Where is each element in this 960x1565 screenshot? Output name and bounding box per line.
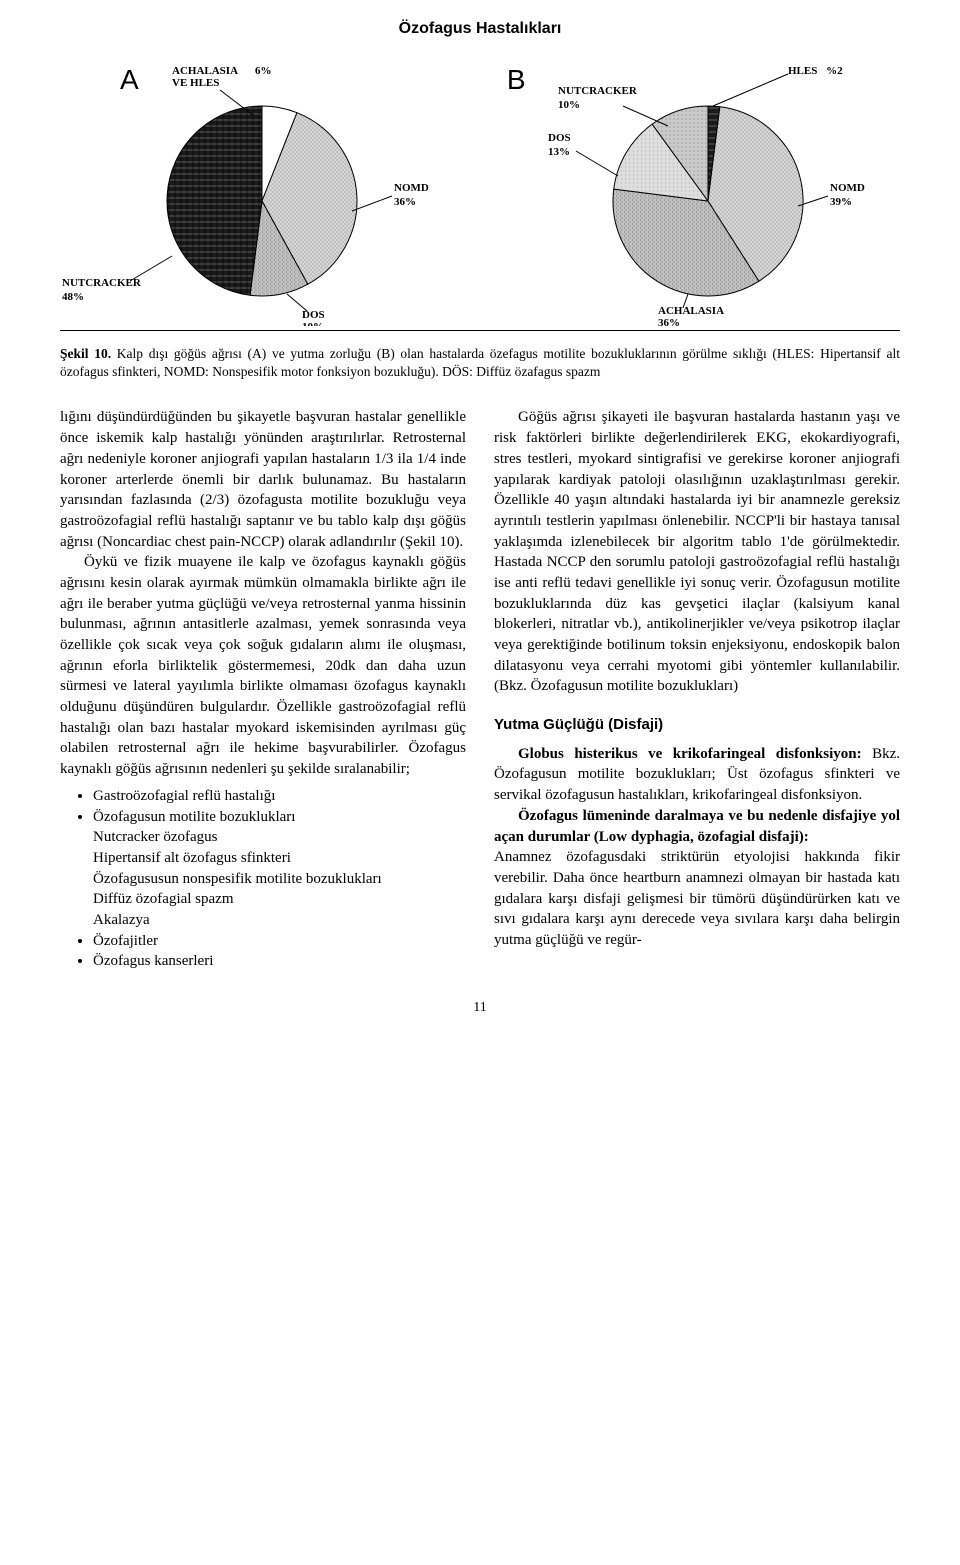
label-nomd-a: NOMD — [394, 182, 429, 194]
leader-nutcracker-b — [623, 106, 668, 126]
pie-chart-b-svg: HLES %2 NOMD 39% ACHALASIA 36% DOS 13% N… — [498, 56, 898, 326]
page-number: 11 — [60, 1000, 900, 1016]
label-dos-b: DOS — [548, 132, 571, 144]
body-p5: Özofagus lümeninde daralmaya ve bu neden… — [494, 806, 900, 951]
label-dos-pct-b: 13% — [548, 146, 570, 158]
figure-charts-row: A — [60, 56, 900, 331]
label-achalasia-b: ACHALASIA — [658, 305, 724, 317]
pie-chart-b: B — [497, 56, 900, 326]
bullet-item: Akalazya — [93, 910, 466, 931]
p5-body: Anamnez özofagusdaki striktürün etyoloji… — [494, 849, 900, 948]
label-achalasia-pct-a: 6% — [255, 65, 272, 77]
figure-10: A — [60, 56, 900, 381]
body-columns: lığını düşündürdüğünden bu şikayetle baş… — [60, 407, 900, 972]
leader-hles-b — [713, 74, 788, 106]
label-dos-pct-a: 10% — [302, 321, 324, 326]
leader-dos-b — [576, 151, 618, 176]
label-achalasia-pct-b: 36% — [658, 317, 680, 326]
body-p4: Globus histerikus ve krikofaringeal disf… — [494, 744, 900, 806]
body-p1: lığını düşündürdüğünden bu şikayetle baş… — [60, 407, 466, 552]
bullet-item: Nutcracker özofagus — [93, 827, 466, 848]
p5-lead: Özofagus lümeninde daralmaya ve bu neden… — [494, 808, 900, 845]
bullet-item: Özofagusun motilite bozuklukları — [93, 807, 466, 828]
label-hles-b: HLES %2 — [788, 65, 843, 77]
figure-caption: Şekil 10. Kalp dışı göğüs ağrısı (A) ve … — [60, 345, 900, 381]
label-nomd-b: NOMD — [830, 182, 865, 194]
heading-disfaji: Yutma Güçlüğü (Disfaji) — [494, 715, 900, 736]
bullet-item: Özofajitler — [93, 931, 466, 952]
bullet-item: Özofagus kanserleri — [93, 951, 466, 972]
body-p2: Öykü ve fizik muayene ile kalp ve özofag… — [60, 552, 466, 780]
pie-slice — [167, 106, 262, 295]
page-header-title: Özofagus Hastalıkları — [60, 20, 900, 38]
label-nomd-pct-b: 39% — [830, 196, 852, 208]
bullet-item: Gastroözofagial reflü hastalığı — [93, 786, 466, 807]
label-achalasia-hles-a: ACHALASIA VE HLES — [172, 65, 240, 89]
panel-label-a: A — [120, 64, 139, 96]
label-nutcracker-pct-a: 48% — [62, 291, 84, 303]
p4-lead: Globus histerikus ve krikofaringeal disf… — [518, 746, 862, 762]
pie-chart-a: A — [60, 56, 463, 326]
panel-label-b: B — [507, 64, 526, 96]
bullet-item: Özofagususun nonspesifik motilite bozukl… — [93, 869, 466, 890]
label-nutcracker-b: NUTCRACKER — [558, 85, 638, 97]
label-nutcracker-a: NUTCRACKER — [62, 277, 142, 289]
label-nomd-pct-a: 36% — [394, 196, 416, 208]
figure-caption-body: Kalp dışı göğüs ağrısı (A) ve yutma zorl… — [60, 346, 900, 379]
body-p3: Göğüs ağrısı şikayeti ile başvuran hasta… — [494, 407, 900, 697]
bullet-item: Diffüz özofagial spazm — [93, 889, 466, 910]
leader-dos-a — [287, 294, 307, 311]
label-nutcracker-pct-b: 10% — [558, 99, 580, 111]
leader-nutcracker-a — [130, 256, 172, 281]
label-dos-a: DOS — [302, 309, 325, 321]
pie-chart-a-svg: ACHALASIA VE HLES 6% NOMD 36% DOS 10% 10… — [62, 56, 462, 326]
bullets-list: Gastroözofagial reflü hastalığıÖzofagusu… — [93, 786, 466, 972]
bullet-item: Hipertansif alt özofagus sfinkteri — [93, 848, 466, 869]
leader-nomd-a — [352, 196, 392, 211]
figure-caption-lead: Şekil 10. — [60, 346, 111, 361]
